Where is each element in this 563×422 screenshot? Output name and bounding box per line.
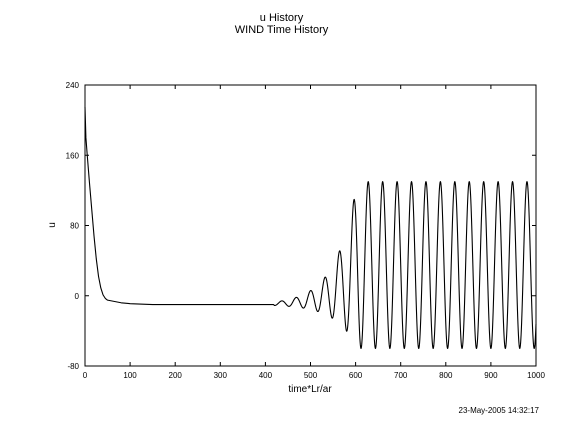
x-tick-label: 500 xyxy=(304,371,318,380)
x-tick-label: 400 xyxy=(259,371,273,380)
chart-subtitle: WIND Time History xyxy=(234,24,329,36)
u-series-line xyxy=(84,106,537,349)
chart-title: u History xyxy=(259,12,304,24)
x-tick-label: 100 xyxy=(123,371,137,380)
timestamp: 23-May-2005 14:32:17 xyxy=(458,406,540,415)
plot-frame xyxy=(84,84,537,367)
x-tick-label: 0 xyxy=(83,371,88,380)
x-tick-label: 200 xyxy=(169,371,183,380)
y-axis-ticks: -80 0 80 160 240 xyxy=(66,81,536,371)
x-tick-label: 700 xyxy=(394,371,408,380)
x-tick-label: 1000 xyxy=(527,371,545,380)
y-tick-label: 240 xyxy=(66,81,80,90)
x-tick-label: 600 xyxy=(349,371,363,380)
y-tick-label: 80 xyxy=(70,222,79,231)
y-tick-label: 0 xyxy=(75,292,80,301)
x-axis-ticks: 0 100 200 300 400 500 600 700 800 900 1000 xyxy=(83,85,545,380)
y-axis-label: u xyxy=(47,222,58,228)
x-tick-label: 900 xyxy=(484,371,498,380)
y-tick-label: 160 xyxy=(66,151,80,160)
x-axis-label: time*Lr/ar xyxy=(288,384,332,395)
y-tick-label: -80 xyxy=(67,362,79,371)
x-tick-label: 300 xyxy=(214,371,228,380)
x-tick-label: 800 xyxy=(439,371,453,380)
